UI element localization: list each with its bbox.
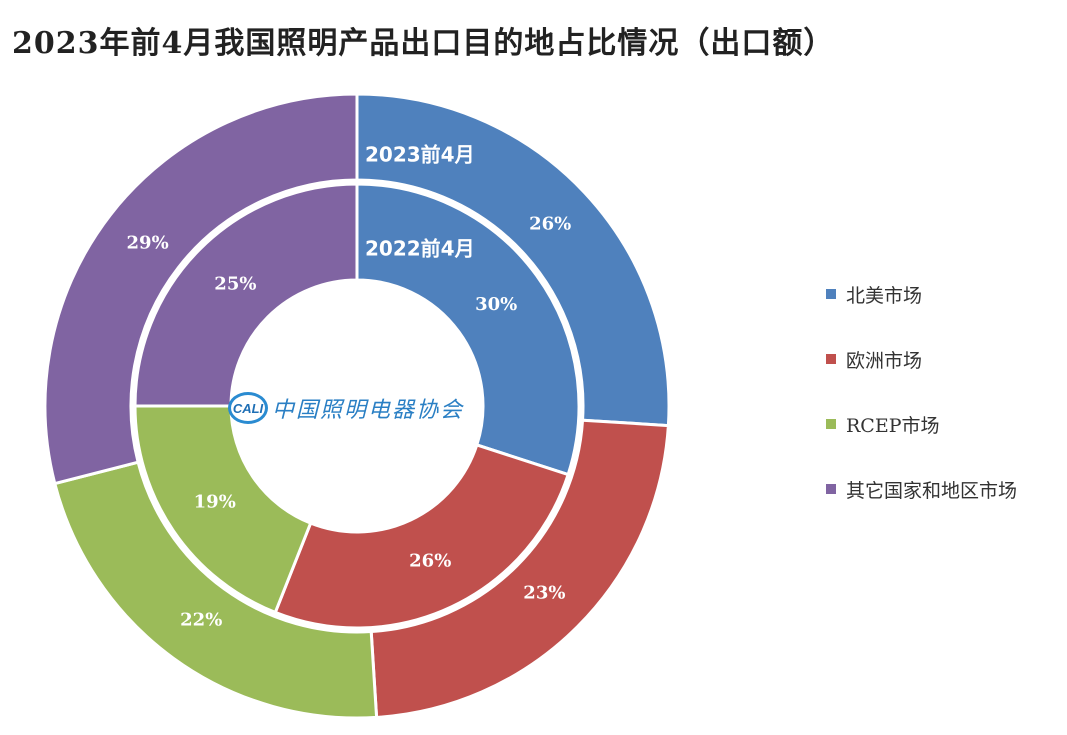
slice-inner-1 — [273, 443, 571, 630]
slice-label-outer-3: 29% — [127, 233, 169, 254]
legend-swatch — [826, 354, 836, 364]
slice-inner-0 — [355, 182, 581, 477]
legend-item-other: 其它国家和地区市场 — [826, 473, 1017, 505]
logo-mark: CALI — [228, 392, 268, 424]
slice-outer-3 — [43, 92, 359, 486]
slice-inner-3 — [133, 182, 359, 408]
legend-item-rcep: RCEP市场 — [826, 408, 1017, 440]
slice-label-outer-1: 23% — [523, 582, 565, 603]
association-logo: CALI 中国照明电器协会 — [228, 392, 464, 424]
legend-label: 北美市场 — [846, 284, 923, 307]
logo-text: 中国照明电器协会 — [272, 398, 465, 423]
chart-legend: 北美市场 欧洲市场 RCEP市场 其它国家和地区市场 — [826, 278, 1017, 538]
slice-label-inner-1: 26% — [409, 551, 451, 572]
slice-label-outer-2: 22% — [180, 609, 222, 630]
series-label-outer: 2023前4月 — [365, 143, 475, 167]
legend-swatch — [826, 289, 836, 299]
legend-swatch — [826, 419, 836, 429]
slice-inner-2 — [133, 404, 313, 615]
legend-swatch — [826, 484, 836, 494]
chart-title: 2023年前4月我国照明产品出口目的地占比情况（出口额） — [12, 26, 835, 61]
legend-label: 其它国家和地区市场 — [846, 479, 1018, 502]
legend-label: 欧洲市场 — [846, 349, 923, 372]
slice-label-inner-3: 25% — [214, 273, 256, 294]
series-labels: 2023前4月 2022前4月 — [365, 143, 475, 261]
slice-label-inner-0: 30% — [475, 294, 517, 315]
legend-item-north-america: 北美市场 — [826, 278, 1017, 310]
series-label-inner: 2022前4月 — [365, 237, 475, 261]
slice-outer-2 — [52, 460, 379, 720]
slice-label-inner-2: 19% — [194, 492, 236, 513]
slice-label-outer-0: 26% — [529, 214, 571, 235]
legend-item-europe: 欧洲市场 — [826, 343, 1017, 375]
chart-labels: 26% 23% 22% 29% 30% 26% 19% 25% — [127, 214, 572, 631]
legend-label: RCEP市场 — [846, 414, 940, 437]
chart-slices — [43, 92, 671, 720]
slice-outer-0 — [355, 92, 671, 428]
